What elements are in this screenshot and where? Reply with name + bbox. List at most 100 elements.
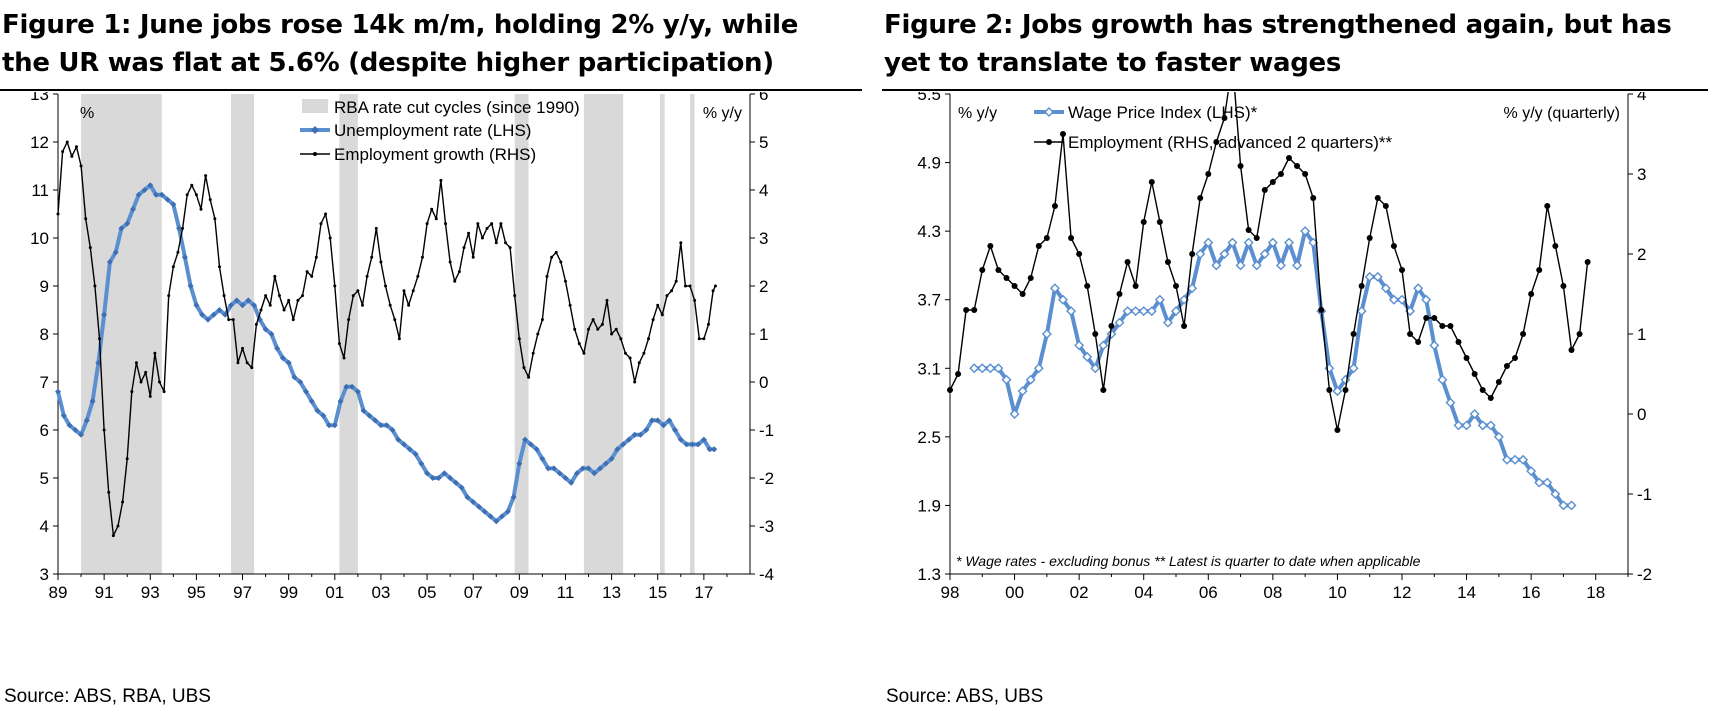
employment-data-point (453, 279, 457, 283)
employment-data-point (411, 289, 415, 293)
employment-data-point (402, 289, 406, 293)
employment-data-point (697, 337, 701, 341)
employment-data-point (1576, 331, 1583, 337)
employment-data-point (319, 222, 323, 226)
employment-data-point (1245, 227, 1252, 233)
employment-data-point (1479, 387, 1486, 393)
employment-data-point (282, 308, 286, 312)
unemployment-data-point (574, 470, 580, 477)
left-axis-tick-label: 6 (40, 421, 49, 440)
unemployment-data-point (164, 196, 171, 203)
employment-data-point (1455, 339, 1462, 345)
employment-data-point (490, 222, 494, 226)
employment-data-point (1528, 291, 1535, 297)
employment-data-point (227, 318, 231, 322)
unemployment-data-point (620, 441, 627, 448)
unemployment-data-point (187, 283, 194, 289)
employment-data-point (955, 371, 962, 377)
wage-data-point (1526, 466, 1537, 477)
employment-data-point (1415, 339, 1422, 345)
employment-data-point (144, 370, 148, 374)
legend-label-unemployment: Unemployment rate (LHS) (334, 121, 531, 140)
employment-data-point (79, 164, 83, 168)
figure2-source: Source: ABS, UBS (886, 686, 1044, 707)
employment-data-point (301, 294, 305, 298)
unemployment-data-point (210, 311, 217, 318)
unemployment-data-point (418, 460, 425, 467)
unemployment-data-point (545, 465, 552, 472)
employment-data-point (416, 274, 420, 278)
unemployment-data-point (354, 388, 361, 395)
employment-data-point (1366, 235, 1373, 241)
unemployment-data-point (279, 355, 286, 361)
unemployment-data-point (527, 441, 534, 448)
employment-data-point (494, 241, 498, 245)
left-axis-tick-label: 8 (40, 325, 49, 344)
wage-data-point (1162, 317, 1173, 328)
employment-data-point (1269, 179, 1276, 185)
unemployment-data-point (666, 417, 673, 424)
wage-data-point (1477, 420, 1488, 431)
employment-data-point (130, 390, 134, 394)
figure2-panel: Figure 2: Jobs growth has strengthened a… (882, 0, 1716, 719)
wage-data-point (1041, 329, 1052, 339)
unemployment-data-point (464, 494, 471, 501)
employment-data-point (407, 303, 411, 307)
x-axis-tick-label: 91 (95, 583, 114, 602)
x-axis-tick-label: 05 (418, 583, 437, 602)
employment-data-point (1390, 243, 1397, 249)
x-axis-tick-label: 98 (941, 583, 960, 602)
unemployment-data-point (533, 446, 540, 453)
series-line-blue (974, 229, 1572, 508)
employment-data-point (628, 356, 632, 360)
unemployment-data-point (562, 475, 569, 481)
wage-data-point (1558, 500, 1569, 511)
employment-data-point (88, 246, 92, 250)
right-axis-tick-label: 1 (1637, 325, 1646, 344)
wage-data-point (1243, 237, 1254, 248)
unemployment-data-point (135, 191, 142, 198)
unemployment-data-point (181, 254, 188, 261)
employment-data-point (1221, 115, 1228, 121)
employment-data-point (623, 351, 627, 355)
unemployment-data-point (222, 311, 229, 318)
wage-data-point (1154, 294, 1165, 305)
right-axis-tick-label: 1 (759, 325, 768, 344)
employment-data-point (656, 303, 660, 307)
figure1-title-line1: Figure 1: June jobs rose 14k m/m, holdin… (2, 10, 799, 40)
employment-data-point (1100, 387, 1107, 393)
unemployment-data-point (672, 427, 679, 433)
employment-data-point (1237, 163, 1244, 169)
unemployment-data-point (556, 470, 563, 477)
x-axis-tick-label: 04 (1134, 583, 1153, 602)
employment-data-point (213, 217, 217, 221)
employment-data-point (84, 217, 88, 221)
legend-label-employment: Employment (RHS, advanced 2 quarters)** (1068, 133, 1392, 152)
employment-data-point (679, 241, 683, 245)
legend-label-shading: RBA rate cut cycles (since 1990) (334, 98, 580, 117)
wage-data-point (1146, 306, 1157, 317)
legend-marker-employment (313, 152, 317, 156)
unemployment-data-point (314, 407, 321, 414)
employment-data-point (1084, 283, 1091, 289)
unemployment-data-point (406, 446, 413, 453)
employment-data-point (1277, 171, 1284, 177)
employment-data-point (1253, 235, 1260, 241)
unemployment-data-point (602, 460, 609, 467)
employment-data-point (291, 318, 295, 322)
wage-data-point (1364, 271, 1375, 282)
unemployment-data-point (112, 249, 119, 256)
unemployment-data-point (297, 379, 304, 385)
rate-cut-shading (690, 94, 695, 574)
left-axis-tick-label: 4.3 (917, 222, 941, 241)
employment-data-point (102, 428, 106, 432)
wage-data-point (977, 363, 988, 374)
employment-data-point (1294, 163, 1301, 169)
employment-data-point (637, 361, 641, 365)
right-axis-tick-label: -1 (1637, 485, 1652, 504)
employment-data-point (582, 351, 586, 355)
wage-data-point (1009, 409, 1020, 419)
wage-data-point (1566, 500, 1577, 511)
employment-data-point (208, 198, 212, 202)
employment-data-point (190, 183, 194, 187)
